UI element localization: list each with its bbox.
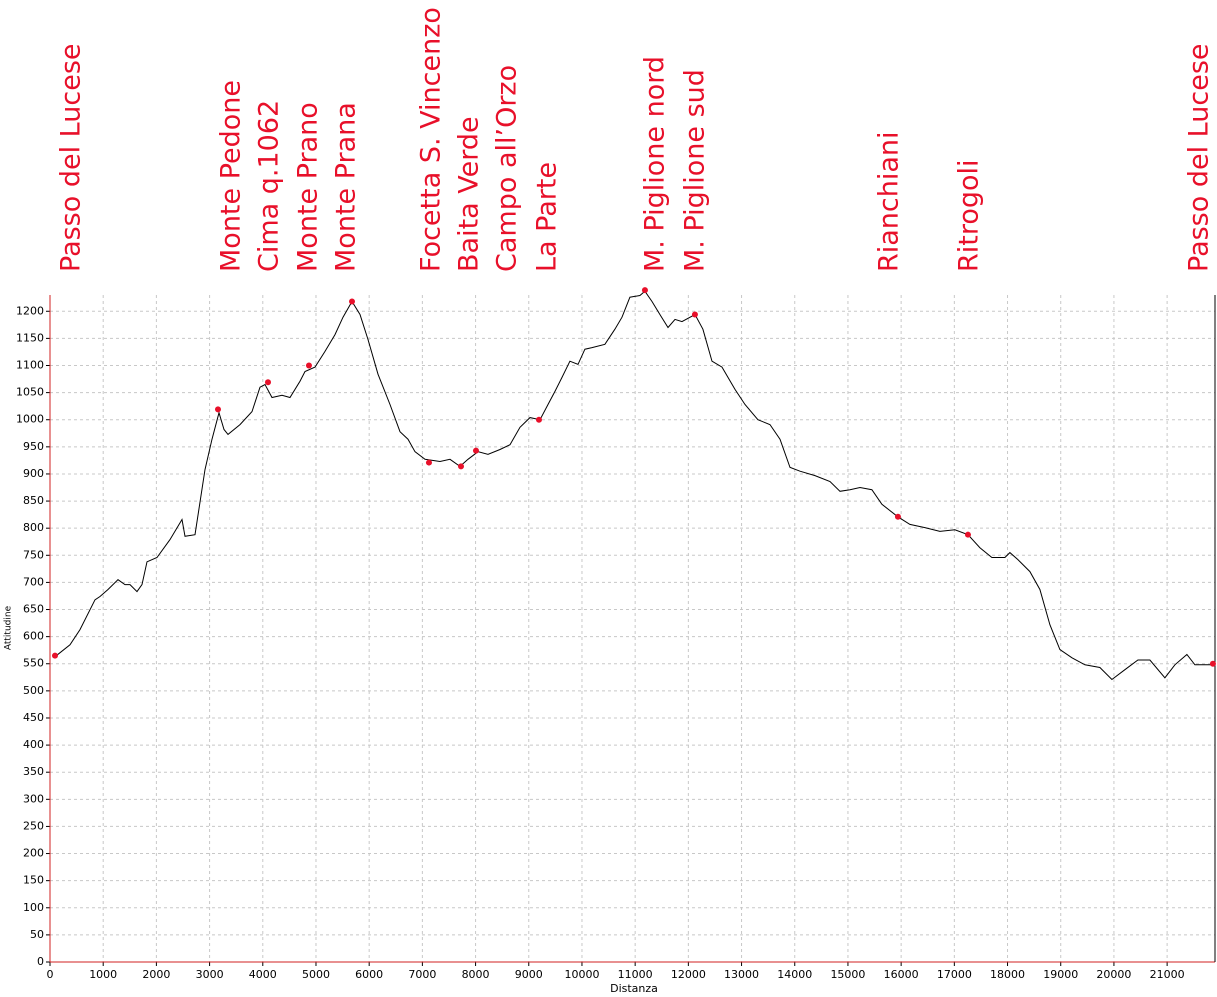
y-tick-label: 350 xyxy=(23,765,44,778)
x-tick-label: 3000 xyxy=(196,968,224,981)
y-tick-label: 900 xyxy=(23,467,44,480)
y-tick-label: 1050 xyxy=(16,386,44,399)
y-tick-label: 400 xyxy=(23,738,44,751)
y-tick-label: 800 xyxy=(23,521,44,534)
y-tick-label: 300 xyxy=(23,792,44,805)
y-axis-label: Attitudine xyxy=(4,605,14,650)
waypoint-label: Monte Prana xyxy=(331,102,362,272)
waypoint-dot xyxy=(535,416,542,423)
waypoint-label: Monte Pedone xyxy=(216,80,247,272)
y-tick-label: 200 xyxy=(23,847,44,860)
waypoint-dot xyxy=(425,459,432,466)
x-tick-label: 0 xyxy=(47,968,54,981)
x-tick-label: 17000 xyxy=(937,968,972,981)
y-tick-label: 150 xyxy=(23,874,44,887)
y-tick-label: 500 xyxy=(23,684,44,697)
waypoint-dot xyxy=(964,531,971,538)
y-tick-label: 600 xyxy=(23,630,44,643)
x-tick-label: 15000 xyxy=(830,968,865,981)
x-tick-label: 12000 xyxy=(671,968,706,981)
y-tick-label: 450 xyxy=(23,711,44,724)
x-tick-label: 14000 xyxy=(777,968,812,981)
waypoint-dot xyxy=(52,652,59,659)
waypoint-label: Ritrogoli xyxy=(954,159,985,272)
waypoint-label: Rianchiani xyxy=(874,131,905,272)
x-tick-label: 8000 xyxy=(462,968,490,981)
x-axis-label: Distanza xyxy=(610,982,658,995)
y-tick-label: 1000 xyxy=(16,413,44,426)
waypoint-dot xyxy=(641,287,648,294)
waypoint-dot xyxy=(472,447,479,454)
x-tick-label: 2000 xyxy=(142,968,170,981)
y-tick-label: 850 xyxy=(23,494,44,507)
waypoint-dot xyxy=(1209,660,1216,667)
y-tick-label: 100 xyxy=(23,901,44,914)
y-tick-label: 1150 xyxy=(16,331,44,344)
waypoint-dot xyxy=(348,298,355,305)
waypoint-label: La Parte xyxy=(532,162,563,272)
elevation-line xyxy=(54,290,1212,681)
x-tick-label: 19000 xyxy=(1043,968,1078,981)
waypoint-dot xyxy=(214,406,221,413)
y-tick-label: 950 xyxy=(23,440,44,453)
waypoint-label: M. Piglione sud xyxy=(680,69,711,272)
x-tick-label: 16000 xyxy=(884,968,919,981)
waypoint-dot xyxy=(894,513,901,520)
waypoint-label: Passo del Lucese xyxy=(56,44,87,273)
x-tick-label: 11000 xyxy=(618,968,653,981)
waypoint-dot xyxy=(691,311,698,318)
x-tick-label: 20000 xyxy=(1096,968,1131,981)
plot-area xyxy=(50,295,1215,962)
y-tick-label: 0 xyxy=(37,955,44,968)
waypoint-dot xyxy=(457,463,464,470)
x-tick-label: 1000 xyxy=(89,968,117,981)
x-tick-label: 21000 xyxy=(1150,968,1185,981)
x-tick-label: 7000 xyxy=(408,968,436,981)
waypoint-dot xyxy=(305,362,312,369)
waypoint-label: Focetta S. Vincenzo xyxy=(416,7,447,272)
waypoint-label: Baita Verde xyxy=(454,116,485,272)
y-tick-label: 1200 xyxy=(16,304,44,317)
x-tick-label: 4000 xyxy=(249,968,277,981)
waypoint-label: Passo del Lucese xyxy=(1184,44,1215,273)
waypoint-label: Cima q.1062 xyxy=(254,100,285,272)
waypoint-label: Campo all’Orzo xyxy=(492,65,523,272)
x-tick-label: 6000 xyxy=(355,968,383,981)
x-tick-label: 10000 xyxy=(564,968,599,981)
x-tick-label: 13000 xyxy=(724,968,759,981)
waypoint-dot xyxy=(264,379,271,386)
y-tick-label: 750 xyxy=(23,548,44,561)
x-tick-label: 18000 xyxy=(990,968,1025,981)
y-tick-label: 50 xyxy=(30,928,44,941)
y-tick-label: 250 xyxy=(23,819,44,832)
waypoint-label: Monte Prano xyxy=(293,102,324,272)
waypoint-label: M. Piglione nord xyxy=(640,56,671,272)
y-tick-label: 700 xyxy=(23,575,44,588)
x-tick-label: 5000 xyxy=(302,968,330,981)
y-tick-label: 1100 xyxy=(16,358,44,371)
y-tick-label: 650 xyxy=(23,603,44,616)
y-tick-label: 550 xyxy=(23,657,44,670)
x-tick-label: 9000 xyxy=(515,968,543,981)
